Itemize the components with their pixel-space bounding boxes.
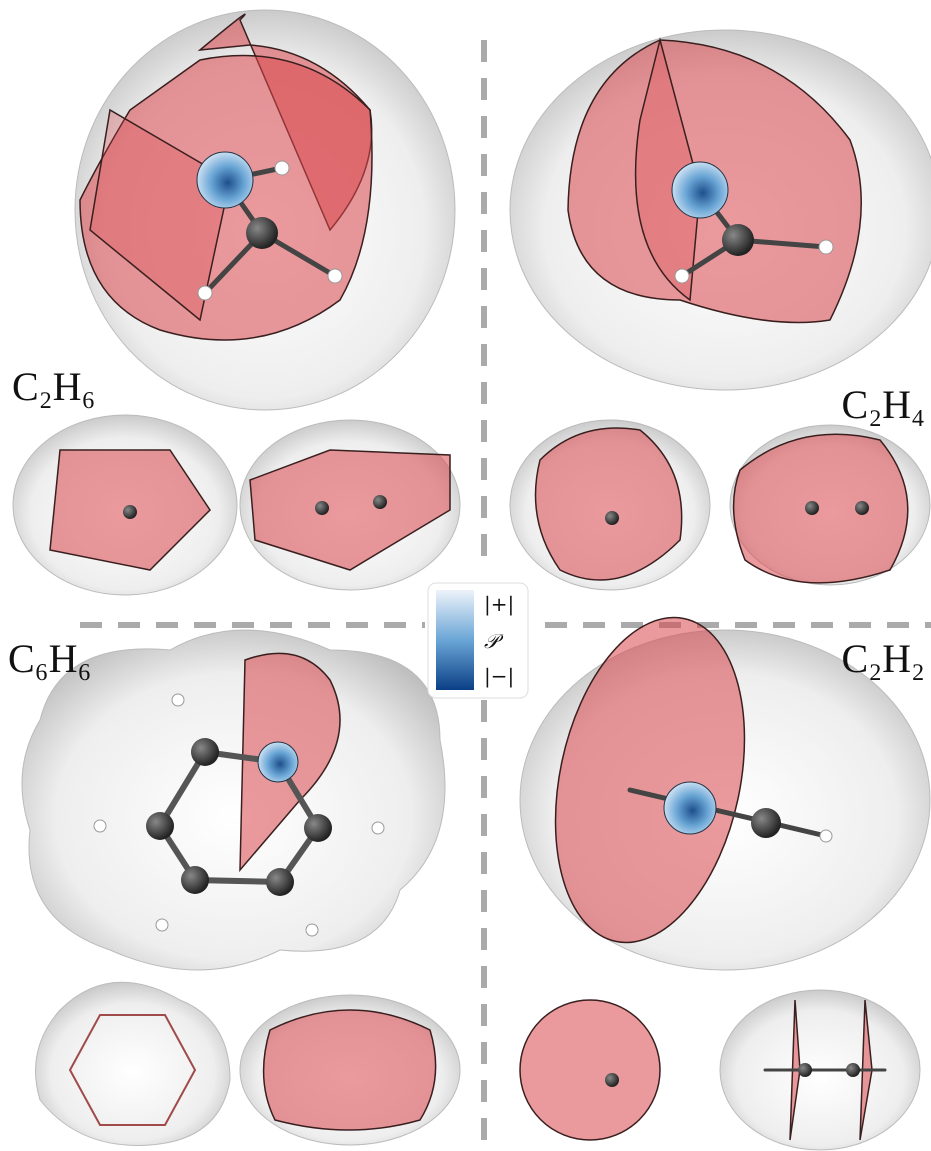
ethane-views [13, 415, 460, 595]
colorbar-top: |+| [484, 592, 514, 617]
molecule-label: C₂H₆ [12, 364, 95, 409]
colorbar: |+| 𝒫 |−| [428, 583, 528, 698]
benzene-main [22, 630, 445, 970]
ethylene-views [510, 420, 930, 590]
colorbar-gradient [436, 590, 474, 690]
benzene-views [36, 982, 461, 1145]
colorbar-bottom: |−| [484, 664, 514, 689]
ethylene-main [510, 30, 931, 390]
acetylene-views [520, 990, 920, 1150]
ethane-main [75, 10, 455, 410]
molecule-label: C₂H₄ [842, 382, 925, 427]
molecule-label: C₂H₂ [842, 636, 925, 681]
figure: |+| 𝒫 |−| C₂H₆ C₂H₄ C₆H₆ C₂H₂ [0, 0, 931, 1151]
molecule-label: C₆H₆ [8, 636, 91, 681]
